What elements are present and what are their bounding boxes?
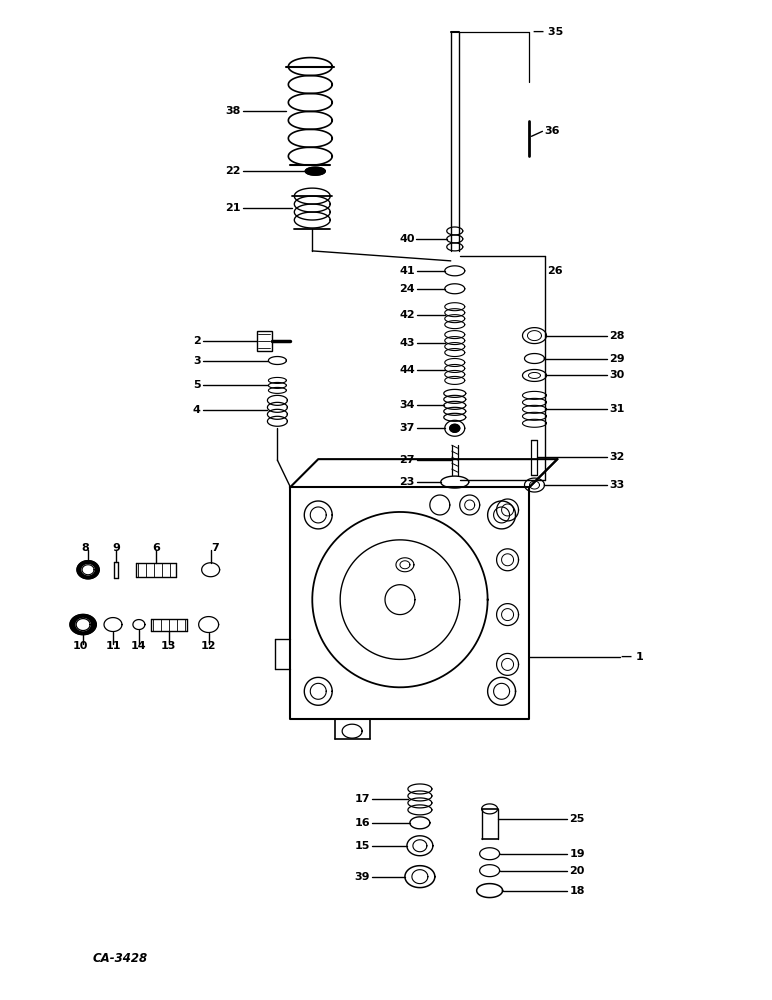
Text: 4: 4 — [193, 405, 201, 415]
Polygon shape — [76, 619, 90, 631]
Text: 18: 18 — [569, 886, 585, 896]
Text: 39: 39 — [354, 872, 370, 882]
Polygon shape — [305, 167, 325, 175]
Text: 38: 38 — [225, 106, 241, 116]
Text: 36: 36 — [544, 126, 560, 136]
Text: 32: 32 — [609, 452, 625, 462]
Text: 16: 16 — [354, 818, 370, 828]
Text: 25: 25 — [569, 814, 584, 824]
Polygon shape — [450, 424, 460, 432]
Text: 6: 6 — [152, 543, 160, 553]
Text: 24: 24 — [399, 284, 415, 294]
Text: 26: 26 — [547, 266, 563, 276]
Text: 8: 8 — [81, 543, 89, 553]
Text: — 1: — 1 — [621, 652, 644, 662]
Text: 37: 37 — [400, 423, 415, 433]
Text: 17: 17 — [354, 794, 370, 804]
Text: — 35: — 35 — [533, 27, 564, 37]
Text: 21: 21 — [225, 203, 241, 213]
Text: 22: 22 — [225, 166, 241, 176]
Text: 9: 9 — [112, 543, 120, 553]
Polygon shape — [70, 615, 96, 635]
Text: 10: 10 — [73, 641, 88, 651]
Text: 28: 28 — [609, 331, 625, 341]
Text: 12: 12 — [201, 641, 216, 651]
Polygon shape — [77, 561, 99, 579]
Text: 5: 5 — [193, 380, 201, 390]
Text: 31: 31 — [609, 404, 625, 414]
Text: 42: 42 — [399, 310, 415, 320]
Text: 15: 15 — [354, 841, 370, 851]
Text: 30: 30 — [609, 370, 625, 380]
Text: 27: 27 — [399, 455, 415, 465]
Text: 41: 41 — [399, 266, 415, 276]
Text: 33: 33 — [609, 480, 625, 490]
Text: 14: 14 — [131, 641, 147, 651]
Text: 20: 20 — [569, 866, 584, 876]
Text: 11: 11 — [105, 641, 120, 651]
Text: 23: 23 — [400, 477, 415, 487]
Text: 3: 3 — [193, 356, 201, 366]
Text: CA-3428: CA-3428 — [93, 952, 148, 965]
Polygon shape — [82, 565, 94, 575]
Text: 13: 13 — [161, 641, 177, 651]
Text: 7: 7 — [212, 543, 219, 553]
Text: 34: 34 — [399, 400, 415, 410]
Text: 44: 44 — [399, 365, 415, 375]
Text: 43: 43 — [399, 338, 415, 348]
Text: 19: 19 — [569, 849, 585, 859]
Text: 2: 2 — [193, 336, 201, 346]
Text: 40: 40 — [399, 234, 415, 244]
Bar — [258, 331, 273, 351]
Text: 29: 29 — [609, 354, 625, 364]
